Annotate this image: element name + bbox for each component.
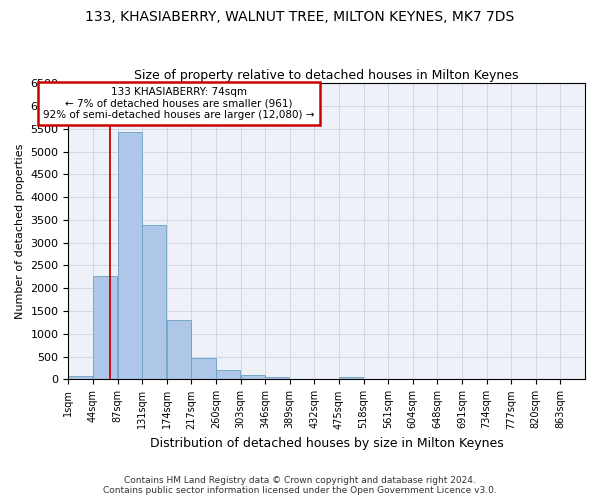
Bar <box>241 375 265 380</box>
Bar <box>191 358 215 380</box>
Bar <box>216 370 240 380</box>
Y-axis label: Number of detached properties: Number of detached properties <box>15 144 25 319</box>
Title: Size of property relative to detached houses in Milton Keynes: Size of property relative to detached ho… <box>134 69 519 82</box>
Text: 133 KHASIABERRY: 74sqm
← 7% of detached houses are smaller (961)
92% of semi-det: 133 KHASIABERRY: 74sqm ← 7% of detached … <box>43 87 315 120</box>
Text: 133, KHASIABERRY, WALNUT TREE, MILTON KEYNES, MK7 7DS: 133, KHASIABERRY, WALNUT TREE, MILTON KE… <box>85 10 515 24</box>
Bar <box>142 226 166 380</box>
Bar <box>265 376 289 380</box>
Bar <box>68 376 92 380</box>
Bar <box>93 276 117 380</box>
Bar <box>339 376 363 380</box>
Bar <box>118 132 142 380</box>
Bar <box>167 320 191 380</box>
X-axis label: Distribution of detached houses by size in Milton Keynes: Distribution of detached houses by size … <box>150 437 503 450</box>
Text: Contains HM Land Registry data © Crown copyright and database right 2024.
Contai: Contains HM Land Registry data © Crown c… <box>103 476 497 495</box>
